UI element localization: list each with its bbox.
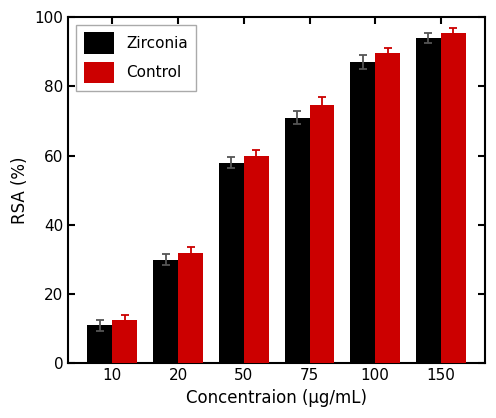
Bar [441, 33, 466, 364]
Bar [153, 260, 178, 364]
Legend: Zirconia, Control: Zirconia, Control [76, 25, 196, 91]
Y-axis label: RSA (%): RSA (%) [11, 157, 29, 224]
X-axis label: Concentraion (μg/mL): Concentraion (μg/mL) [186, 389, 367, 407]
Bar [112, 320, 137, 364]
Bar [244, 155, 269, 364]
Bar [310, 105, 334, 364]
Bar [416, 38, 441, 364]
Bar [178, 252, 203, 364]
Bar [350, 62, 375, 364]
Bar [87, 325, 112, 364]
Bar [375, 54, 400, 364]
Bar [285, 117, 310, 364]
Bar [219, 163, 244, 364]
